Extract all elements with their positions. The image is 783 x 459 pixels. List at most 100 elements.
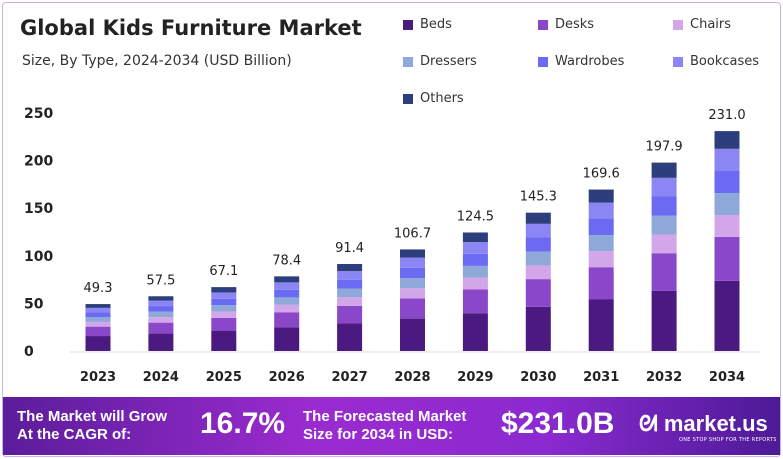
bar-segment-bookcases-2027 xyxy=(337,271,363,280)
bar-segment-desks-2034 xyxy=(714,236,740,281)
bar-segment-beds-2029 xyxy=(462,313,488,351)
bar-segment-dressers-2024 xyxy=(148,311,174,318)
bar-segment-dressers-2034 xyxy=(714,193,740,216)
bar-segment-desks-2029 xyxy=(462,289,488,314)
legend-swatch xyxy=(403,56,413,67)
legend-label: Chairs xyxy=(690,17,732,32)
bar-segment-wardrobes-2026 xyxy=(274,289,300,298)
bar-segment-bookcases-2029 xyxy=(462,242,488,254)
logo-icon: ᘛ xyxy=(639,411,664,436)
legend-label: Desks xyxy=(555,17,595,32)
bar-segment-desks-2025 xyxy=(211,317,237,331)
bar-segment-dressers-2032 xyxy=(651,215,677,235)
y-tick-label: 100 xyxy=(24,249,53,265)
chart-plot: 0 50 100 150 200 250 49.3 2023 57.5 2024 67.1 2025 7… xyxy=(24,106,760,385)
bar-segment-dressers-2025 xyxy=(211,305,237,312)
total-label: 231.0 xyxy=(708,108,745,123)
legend-label: Bookcases xyxy=(690,54,760,69)
forecast-label: The Forecasted Market Size for 2034 in US… xyxy=(303,408,466,444)
bar-segment-desks-2030 xyxy=(525,279,551,307)
bar-segment-beds-2025 xyxy=(211,330,237,351)
bar-segment-chairs-2034 xyxy=(714,215,740,237)
bar-segment-desks-2032 xyxy=(651,253,677,291)
bar-segment-bookcases-2023 xyxy=(85,307,111,313)
bar-segment-dressers-2029 xyxy=(462,265,488,278)
bar-segment-others-2029 xyxy=(462,232,488,243)
legend-swatch xyxy=(403,93,413,104)
bar-segment-others-2028 xyxy=(400,249,425,258)
total-label: 57.5 xyxy=(146,273,175,288)
bar-segment-chairs-2030 xyxy=(525,265,551,280)
bar-segment-dressers-2028 xyxy=(400,278,425,289)
total-label: 145.3 xyxy=(520,190,557,205)
bar-segment-wardrobes-2030 xyxy=(525,237,551,252)
y-tick-label: 150 xyxy=(24,201,53,217)
bar-segment-beds-2027 xyxy=(337,323,363,351)
x-tick-label: 2026 xyxy=(269,370,305,385)
bar-segment-wardrobes-2027 xyxy=(337,279,363,289)
bar-segment-others-2031 xyxy=(588,189,614,203)
bar-segment-beds-2023 xyxy=(85,336,111,351)
bar-segment-desks-2026 xyxy=(274,312,300,328)
bar-segment-dressers-2023 xyxy=(85,317,111,322)
legend-label: Wardrobes xyxy=(555,54,625,69)
legend-label: Dressers xyxy=(420,54,477,69)
chart-title: Global Kids Furniture Market xyxy=(20,16,362,40)
logo-text: market.us xyxy=(663,411,768,436)
bar-segment-desks-2027 xyxy=(337,305,363,324)
bar-segment-wardrobes-2028 xyxy=(400,267,425,279)
legend-swatch xyxy=(673,56,683,67)
bar-segment-others-2032 xyxy=(651,162,677,178)
x-tick-label: 2030 xyxy=(520,370,556,385)
bar-segment-chairs-2032 xyxy=(651,234,677,254)
legend-item-dressers: Dressers xyxy=(403,54,477,69)
bar-segment-chairs-2028 xyxy=(400,288,425,299)
bar-segment-dressers-2026 xyxy=(274,297,300,305)
bar-segment-desks-2024 xyxy=(148,322,174,334)
bar-segment-beds-2026 xyxy=(274,327,300,351)
bar-segment-wardrobes-2031 xyxy=(588,218,614,236)
total-label: 124.5 xyxy=(457,209,494,224)
y-tick-label: 0 xyxy=(24,344,34,360)
bar-segment-desks-2023 xyxy=(85,326,111,337)
bar-segment-others-2030 xyxy=(525,212,551,224)
forecast-label-line2: Size for 2034 in USD: xyxy=(303,426,454,443)
bar-segment-others-2025 xyxy=(211,287,237,293)
x-tick-label: 2025 xyxy=(206,370,242,385)
bar-segment-chairs-2031 xyxy=(588,251,614,268)
forecast-label-line1: The Forecasted Market xyxy=(303,408,467,425)
bar-segment-desks-2031 xyxy=(588,267,614,300)
legend-swatch xyxy=(538,56,548,67)
bar-segment-chairs-2023 xyxy=(85,321,111,327)
bar-segment-beds-2024 xyxy=(148,333,174,351)
x-tick-label: 2023 xyxy=(80,370,116,385)
legend-swatch xyxy=(673,19,683,30)
bar-segment-chairs-2026 xyxy=(274,304,300,313)
bar-segment-chairs-2024 xyxy=(148,317,174,323)
y-tick-label: 50 xyxy=(24,296,44,312)
bar-segment-others-2034 xyxy=(714,131,740,149)
bar-segment-bookcases-2031 xyxy=(588,202,614,219)
bar-segment-wardrobes-2024 xyxy=(148,306,174,312)
market-us-logo: ᘛ market.us xyxy=(639,411,768,437)
bar-segment-beds-2028 xyxy=(400,318,425,351)
bar-segment-desks-2028 xyxy=(400,298,425,319)
y-tick-label: 200 xyxy=(24,154,53,170)
logo-tagline: ONE STOP SHOP FOR THE REPORTS xyxy=(679,437,777,443)
x-tick-label: 2029 xyxy=(457,370,493,385)
bar-segment-dressers-2031 xyxy=(588,235,614,252)
cagr-label-line2: At the CAGR of: xyxy=(17,426,132,443)
x-tick-label: 2031 xyxy=(583,370,619,385)
summary-banner: The Market will Grow At the CAGR of: 16.7… xyxy=(3,397,780,455)
x-tick-label: 2028 xyxy=(394,370,430,385)
x-tick-label: 2024 xyxy=(143,370,179,385)
bar-segment-wardrobes-2023 xyxy=(85,312,111,318)
bar-segment-others-2026 xyxy=(274,276,300,283)
bar-segment-bookcases-2028 xyxy=(400,257,425,268)
bar-segment-dressers-2027 xyxy=(337,288,363,298)
bar-segment-beds-2034 xyxy=(714,280,740,351)
legend-item-bookcases: Bookcases xyxy=(673,54,759,69)
legend-swatch xyxy=(403,19,413,30)
cagr-label-line1: The Market will Grow xyxy=(17,408,168,425)
bar-segment-wardrobes-2034 xyxy=(714,170,740,194)
